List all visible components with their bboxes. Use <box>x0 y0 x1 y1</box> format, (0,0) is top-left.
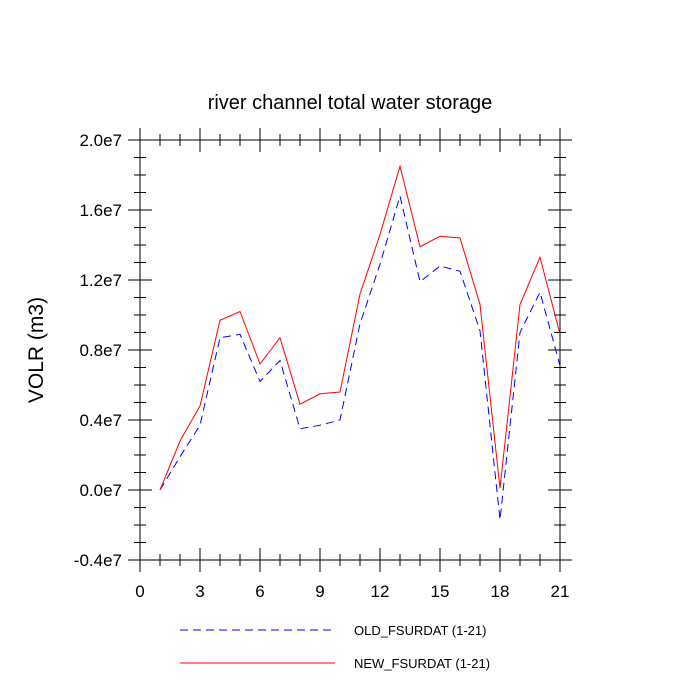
x-tick-label: 9 <box>315 582 324 601</box>
legend-label: NEW_FSURDAT (1-21) <box>354 656 490 671</box>
legend-label: OLD_FSURDAT (1-21) <box>354 623 486 638</box>
legend: OLD_FSURDAT (1-21) NEW_FSURDAT (1-21) <box>180 623 490 671</box>
x-tick-label: 12 <box>371 582 390 601</box>
y-tick-label: -0.4e7 <box>74 551 122 570</box>
y-tick-label: 1.2e7 <box>79 271 122 290</box>
series-layer <box>159 164 561 520</box>
y-tick-label: 2.0e7 <box>79 131 122 150</box>
plot-frame <box>139 139 561 561</box>
y-tick-label: 0.4e7 <box>79 411 122 430</box>
chart-title: river channel total water storage <box>208 92 493 114</box>
y-tick-label: 1.6e7 <box>79 201 122 220</box>
x-tick-label: 15 <box>431 582 450 601</box>
series-line-new-fsurdat <box>159 164 561 491</box>
axis-ticks: 0 3 6 9 12 15 18 21 -0.4e7 0.0e7 0.4e7 0.8e7 1.2e7 1.… <box>74 128 572 601</box>
y-tick-label: 0.8e7 <box>79 341 122 360</box>
x-tick-label: 3 <box>195 582 204 601</box>
x-tick-label: 6 <box>255 582 264 601</box>
x-tick-label: 18 <box>491 582 510 601</box>
y-tick-label: 0.0e7 <box>79 481 122 500</box>
x-tick-label: 21 <box>551 582 570 601</box>
series-line-old-fsurdat <box>159 194 561 520</box>
x-tick-label: 0 <box>135 582 144 601</box>
y-axis-label: VOLR (m3) <box>25 297 48 403</box>
